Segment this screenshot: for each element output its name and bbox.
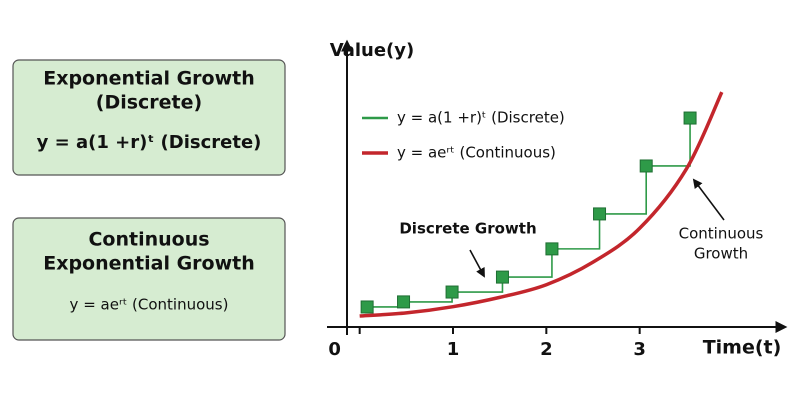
x-tick-label: 2: [540, 339, 553, 360]
data-point: [639, 159, 653, 173]
step-connector: [551, 213, 601, 250]
data-point: [495, 270, 509, 284]
panel-title: (Discrete): [96, 92, 202, 114]
panel-formula: y = a(1 +r)ᵗ (Discrete): [37, 132, 262, 153]
data-point: [545, 242, 559, 256]
data-point: [360, 300, 374, 314]
x-axis-label: Time(t): [703, 337, 782, 359]
data-point: [683, 111, 697, 125]
annotation: Growth: [694, 245, 748, 263]
data-point: [397, 295, 411, 309]
step-connector: [502, 248, 553, 278]
annotation-arrow: [469, 249, 485, 278]
step-connector: [452, 277, 504, 293]
annotation: Discrete Growth: [399, 220, 536, 238]
curve: [359, 91, 724, 318]
panel-box: [12, 217, 286, 341]
panel-box: [12, 59, 286, 176]
data-point: [593, 207, 607, 221]
step-connector: [403, 292, 453, 303]
legend-label: y = a(1 +r)ᵗ (Discrete): [397, 109, 565, 127]
panel-title: Continuous: [88, 229, 209, 251]
x-tick-label: 1: [447, 339, 460, 360]
data-point: [445, 285, 459, 299]
annotation-arrow: [692, 178, 725, 221]
panel-formula: y = aeʳᵗ (Continuous): [70, 296, 229, 314]
step-connector: [599, 165, 647, 215]
x-tick-label: 3: [633, 339, 646, 360]
panel-title: Exponential Growth: [43, 68, 255, 90]
legend-label: y = aeʳᵗ (Continuous): [397, 144, 556, 162]
annotation: Continuous: [679, 225, 764, 243]
step-connector: [646, 118, 691, 167]
y-axis-label: Value(y): [330, 40, 414, 61]
panel-title: Exponential Growth: [43, 253, 255, 275]
x-tick-label: 0: [328, 339, 341, 360]
